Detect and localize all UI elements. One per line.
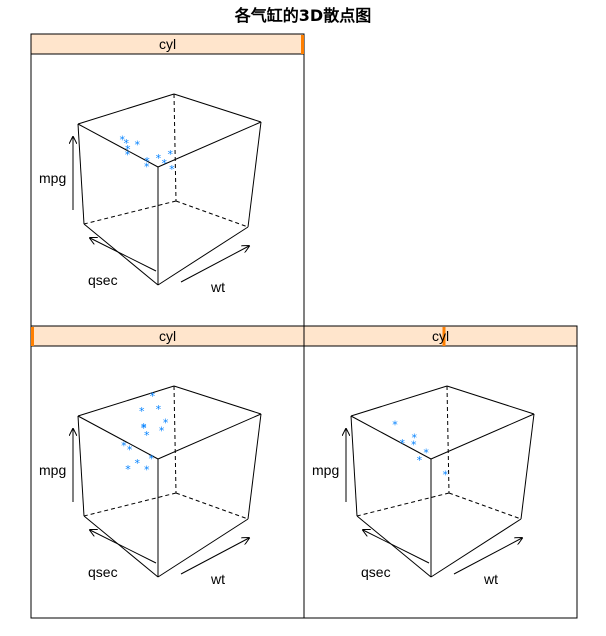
bottom-right-qsec-axis-label: qsec: [361, 564, 391, 580]
top-left-cube-edge-back-right: [176, 201, 248, 227]
bottom-right-cube-edge-back-right: [449, 493, 521, 519]
top-left-qsec-axis-label: qsec: [88, 272, 118, 288]
bottom-right-cube-edge-top-front: [351, 416, 431, 459]
bottom-right-data-point: *: [392, 419, 398, 432]
bottom-left-cube-edge-bottom-right: [158, 519, 248, 577]
top-left-cube-edge-top-right: [158, 122, 261, 167]
top-left-cube-edge-top-back: [174, 94, 261, 122]
bottom-left-wt-axis-label: wt: [210, 571, 225, 587]
top-left-wt-axis-label: wt: [210, 279, 225, 295]
bottom-left-strip-level-indicator: [31, 327, 34, 346]
bottom-right-data-point: *: [417, 454, 423, 467]
bottom-right-cube-edge-left-vertical: [351, 416, 357, 516]
bottom-left-data-point: *: [139, 405, 145, 418]
bottom-left-mpg-axis-label: mpg: [39, 462, 66, 478]
top-left-strip-label: cyl: [159, 36, 176, 52]
bottom-left-cube-edge-top-right: [158, 414, 261, 459]
top-left-cube-edge-bottom-right: [158, 227, 248, 285]
top-left-data-point: *: [168, 148, 174, 161]
bottom-right-cube-edge-top-back: [447, 386, 534, 414]
bottom-left-panel-border: [31, 326, 304, 618]
bottom-left-cube-edge-left-vertical: [78, 416, 84, 516]
top-left-cube-edge-right-vertical: [248, 122, 261, 227]
bottom-left-data-point: *: [156, 403, 162, 416]
bottom-left-cube-edge-back-vertical: [174, 386, 176, 493]
bottom-right-qsec-axis-arrow: [363, 530, 429, 563]
bottom-left-data-point: *: [144, 429, 150, 442]
bottom-left-data-point: *: [159, 424, 165, 437]
bottom-right-cube-edge-right-vertical: [521, 414, 534, 519]
bottom-left-strip-label: cyl: [159, 328, 176, 344]
top-left-cube-edge-top-left: [78, 94, 174, 124]
bottom-left-cube-edge-back-left: [84, 493, 176, 516]
top-left-strip-level-indicator: [301, 35, 304, 54]
bottom-left-qsec-axis-arrow: [90, 530, 156, 563]
top-left-mpg-axis-label: mpg: [39, 170, 66, 186]
top-left-qsec-axis-arrow: [90, 238, 156, 271]
bottom-left-data-point: *: [150, 390, 156, 403]
top-left-data-point: *: [169, 163, 175, 176]
bottom-left-cube-edge-back-right: [176, 493, 248, 519]
top-left-data-point: *: [144, 161, 150, 174]
bottom-left-data-point: *: [127, 444, 133, 457]
bottom-right-data-point: *: [442, 469, 448, 482]
bottom-left-cube-edge-top-back: [174, 386, 261, 414]
top-left-cube-edge-left-vertical: [78, 124, 84, 224]
bottom-right-cube-edge-top-left: [351, 386, 447, 416]
bottom-right-panel-border: [304, 326, 577, 618]
bottom-left-data-point: *: [144, 464, 150, 477]
bottom-left-qsec-axis-label: qsec: [88, 564, 118, 580]
bottom-right-cube-edge-top-right: [431, 414, 534, 459]
bottom-left-data-point: *: [135, 457, 141, 470]
bottom-right-cube-edge-bottom-right: [431, 519, 521, 577]
top-left-data-point: *: [125, 149, 131, 162]
bottom-right-mpg-axis-label: mpg: [312, 462, 339, 478]
bottom-right-cube-edge-back-left: [357, 493, 449, 516]
top-left-cube-edge-back-vertical: [174, 94, 176, 201]
bottom-right-data-point: *: [423, 447, 429, 460]
bottom-left-cube-edge-right-vertical: [248, 414, 261, 519]
bottom-left-data-point: *: [125, 463, 131, 476]
top-left-panel-border: [31, 34, 304, 326]
top-left-data-point: *: [135, 138, 141, 151]
bottom-right-data-point: *: [411, 439, 417, 452]
top-left-cube-edge-back-left: [84, 201, 176, 224]
bottom-right-strip-label: cyl: [432, 328, 449, 344]
bottom-right-wt-axis-label: wt: [483, 571, 498, 587]
bottom-right-data-point: *: [399, 437, 405, 450]
